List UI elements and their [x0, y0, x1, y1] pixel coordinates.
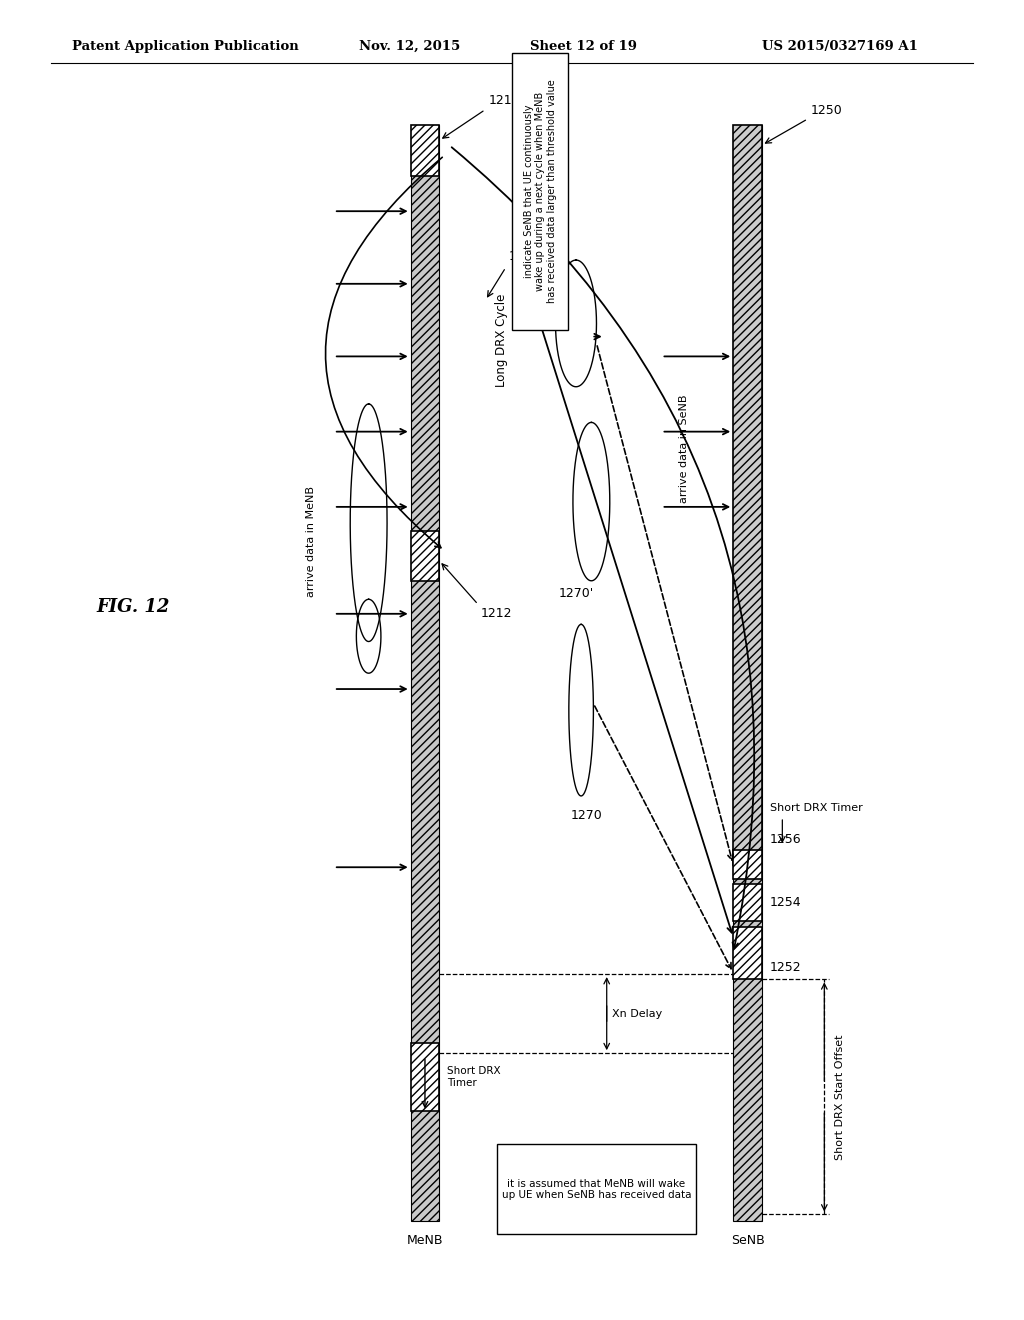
Text: Nov. 12, 2015: Nov. 12, 2015: [359, 40, 460, 53]
Text: SeNB: SeNB: [731, 1234, 764, 1247]
Text: 1240: 1240: [509, 251, 541, 263]
Text: Sheet 12 of 19: Sheet 12 of 19: [530, 40, 637, 53]
Text: Patent Application Publication: Patent Application Publication: [72, 40, 298, 53]
FancyBboxPatch shape: [497, 1144, 696, 1234]
Text: arrive data in SeNB: arrive data in SeNB: [679, 395, 689, 503]
Bar: [733, 927, 762, 979]
Text: Short DRX Timer: Short DRX Timer: [770, 803, 863, 813]
FancyBboxPatch shape: [512, 53, 568, 330]
Text: it is assumed that MeNB will wake
up UE when SeNB has received data: it is assumed that MeNB will wake up UE …: [502, 1179, 691, 1200]
Bar: [733, 125, 762, 1221]
Text: Short DRX
Timer: Short DRX Timer: [447, 1067, 501, 1088]
Bar: [411, 125, 439, 176]
Text: 1270': 1270': [559, 587, 594, 601]
Text: Long DRX Cycle: Long DRX Cycle: [495, 293, 508, 387]
Text: US 2015/0327169 A1: US 2015/0327169 A1: [762, 40, 918, 53]
Text: Xn Delay: Xn Delay: [612, 1008, 663, 1019]
Text: FIG. 12: FIG. 12: [96, 598, 170, 616]
Text: arrive data in MeNB: arrive data in MeNB: [306, 486, 316, 597]
Text: 1250: 1250: [811, 104, 843, 117]
Bar: [411, 125, 439, 1221]
Text: indicate SeNB that UE continuously
wake up during a next cycle when MeNB
has rec: indicate SeNB that UE continuously wake …: [523, 79, 557, 304]
Text: 1270: 1270: [571, 809, 603, 822]
Bar: [411, 1043, 439, 1111]
Text: 1254: 1254: [770, 896, 802, 909]
Text: Short DRX Start Offset: Short DRX Start Offset: [835, 1034, 845, 1160]
Text: 1210: 1210: [488, 94, 520, 107]
Bar: [733, 850, 762, 879]
Text: MeNB: MeNB: [407, 1234, 443, 1247]
Bar: [733, 125, 762, 865]
Bar: [733, 884, 762, 921]
Text: 1252: 1252: [770, 961, 802, 974]
Text: 1256: 1256: [770, 833, 802, 846]
Text: 1212: 1212: [480, 607, 512, 620]
Bar: [411, 531, 439, 581]
Text: 1272: 1272: [526, 257, 558, 271]
